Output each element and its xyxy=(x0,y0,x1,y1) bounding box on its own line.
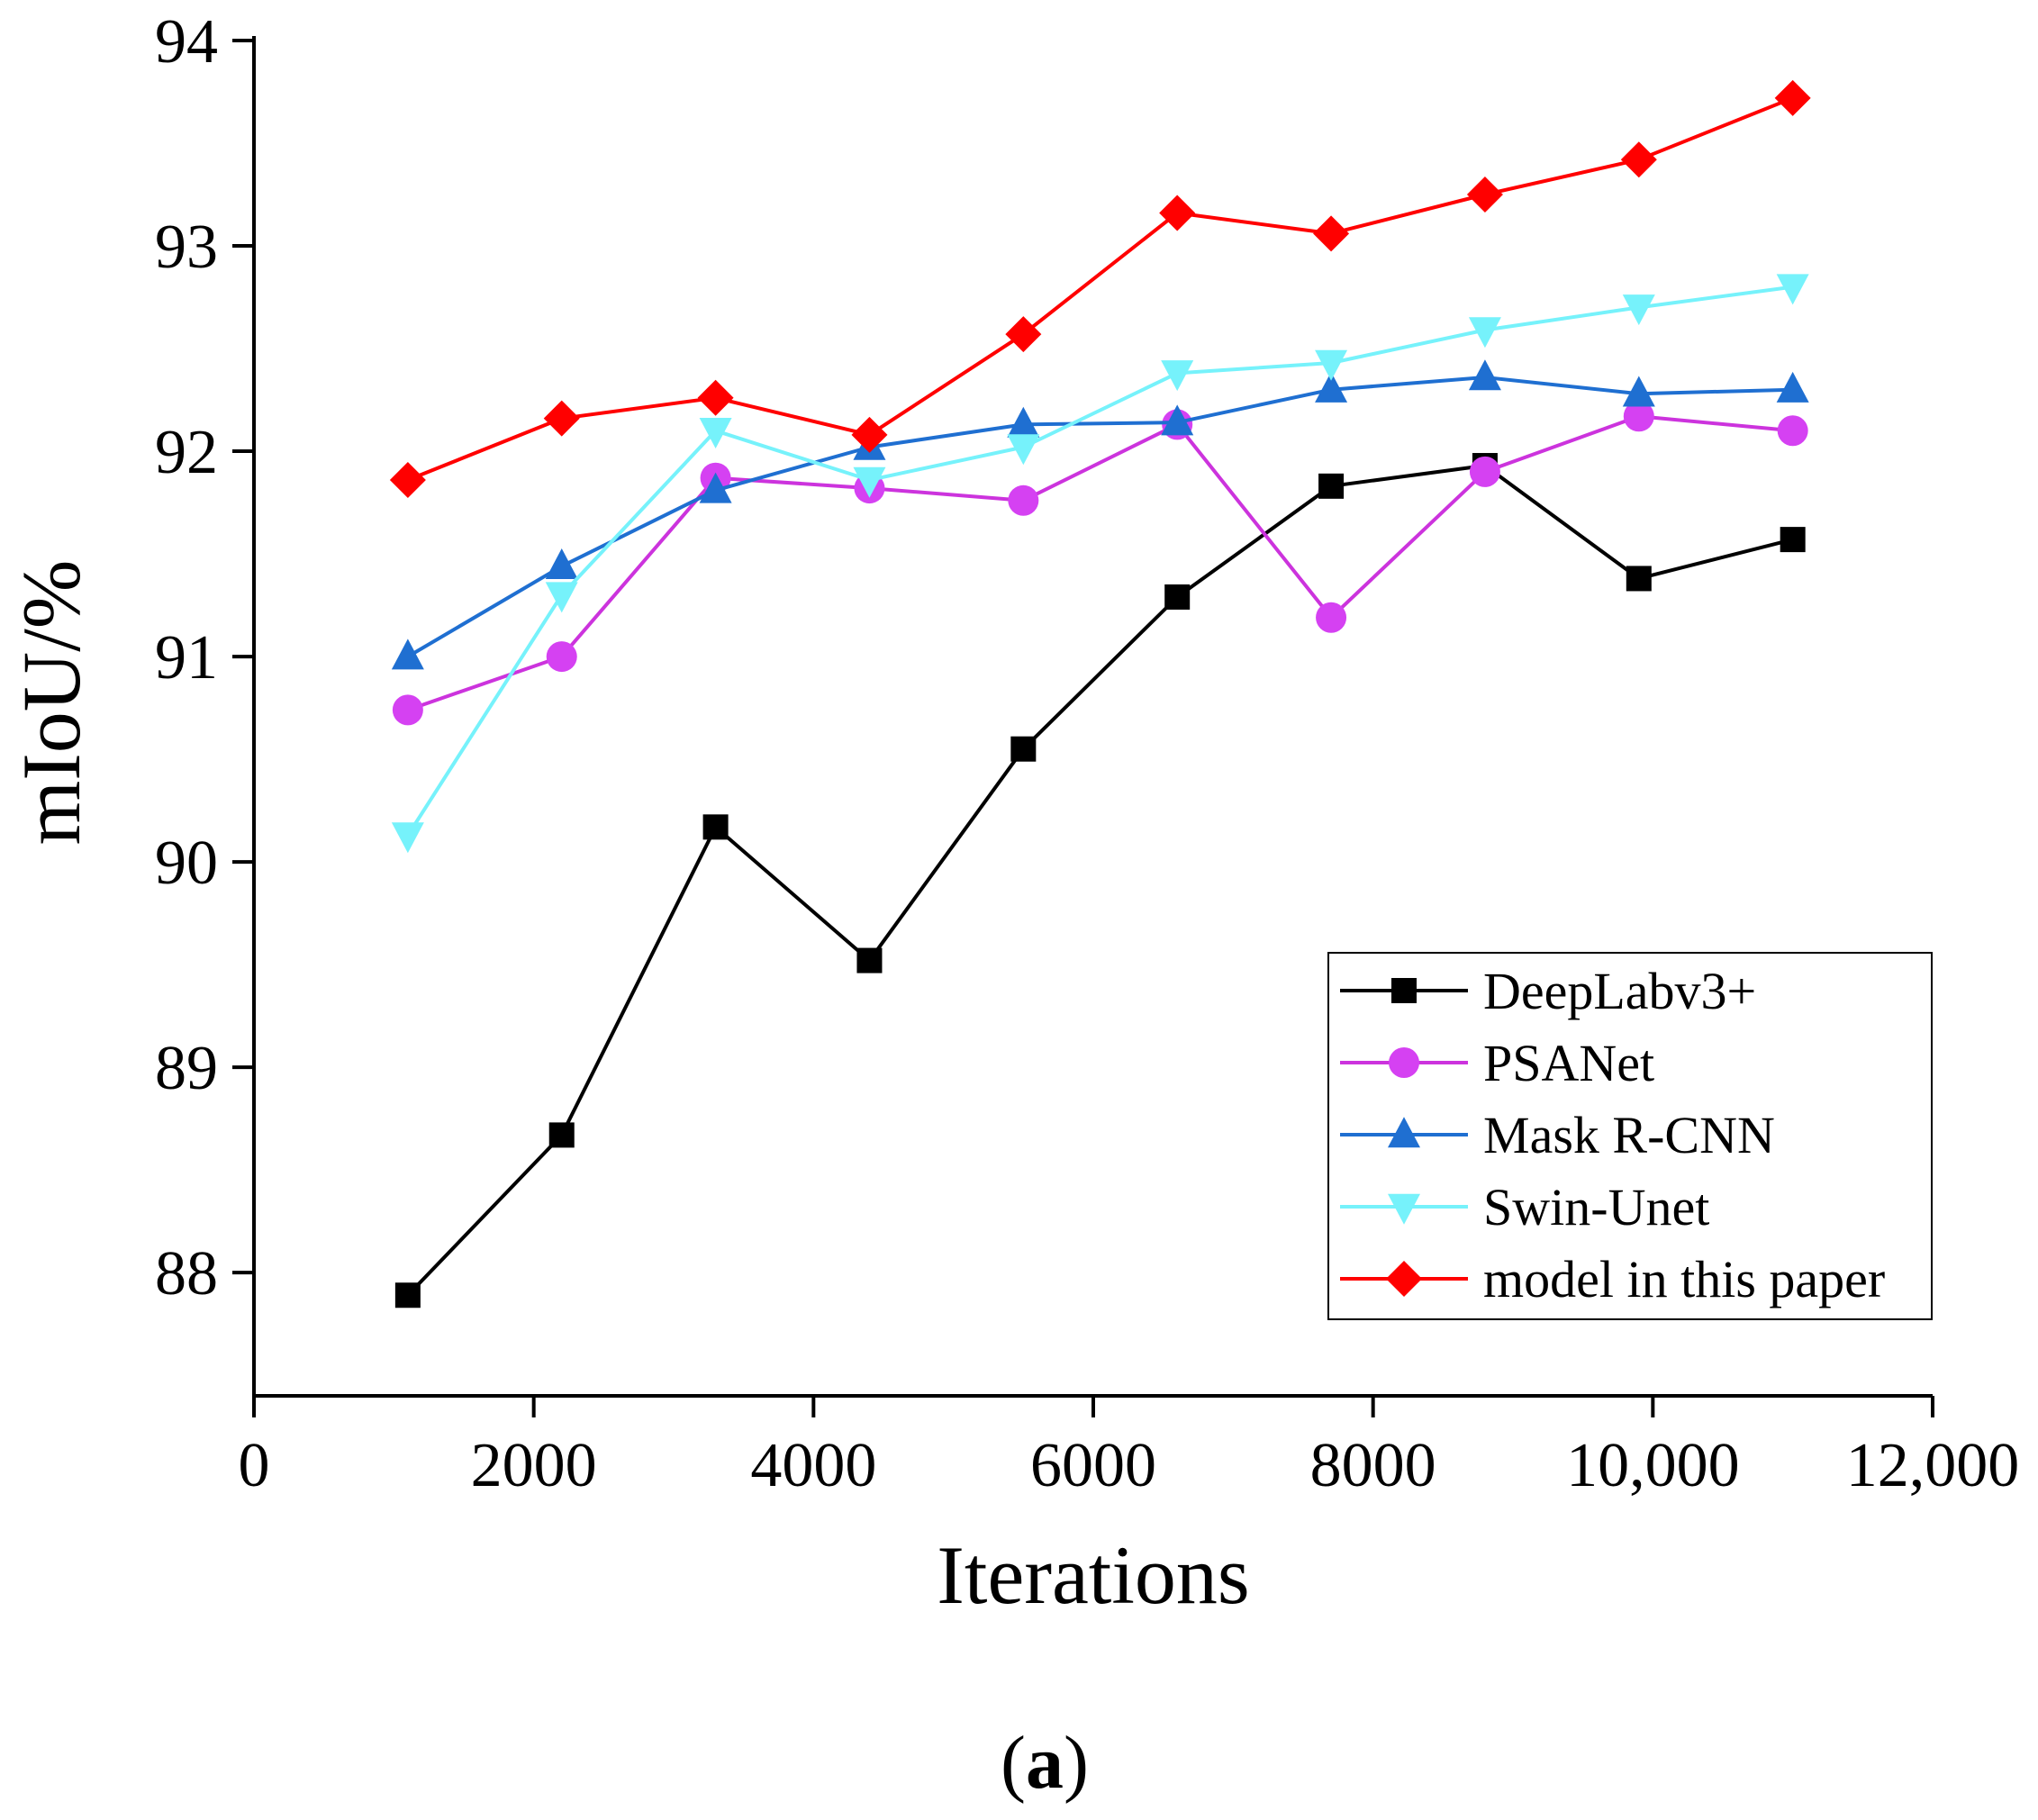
legend: DeepLabv3+ PSANet Mask R-CNN Swin-Unet model… xyxy=(1327,952,1933,1320)
legend-label-deeplabv3: DeepLabv3+ xyxy=(1483,962,1756,1020)
series-model-in-this-paper xyxy=(389,79,1811,498)
point-deeplabv3 xyxy=(1010,736,1037,762)
labels-layer: 88 89 90 91 92 93 94 0 2000 4000 6000 8000 10,000 12,… xyxy=(5,7,2019,1805)
point-mask-r-cnn xyxy=(1622,376,1655,407)
point-model-in-this-paper xyxy=(1005,316,1042,353)
y-tick-label: 94 xyxy=(155,7,218,77)
series-line-deeplabv3 xyxy=(406,464,1794,1297)
series-line-model-in-this-paper xyxy=(407,95,1794,482)
legend-label-psanet: PSANet xyxy=(1483,1034,1654,1092)
x-tick-label: 10,000 xyxy=(1566,1431,1740,1500)
legend-marker-model-in-this-paper xyxy=(1386,1261,1422,1297)
point-mask-r-cnn xyxy=(1161,404,1194,436)
panel-label-letter: a xyxy=(1026,1721,1064,1805)
y-tick-label: 88 xyxy=(155,1239,218,1308)
point-model-in-this-paper xyxy=(851,416,888,453)
series-psanet xyxy=(392,401,1808,726)
point-mask-r-cnn xyxy=(391,638,424,670)
point-deeplabv3 xyxy=(394,1282,421,1308)
panel-label-open: ( xyxy=(1001,1721,1026,1805)
point-deeplabv3 xyxy=(1780,527,1806,553)
point-swin-unet xyxy=(853,466,886,498)
point-deeplabv3 xyxy=(856,947,883,973)
series-line-psanet xyxy=(407,414,1793,712)
point-mask-r-cnn xyxy=(1315,371,1348,403)
point-mask-r-cnn xyxy=(545,548,578,580)
legend-label-swin-unet: Swin-Unet xyxy=(1483,1178,1709,1236)
point-model-in-this-paper xyxy=(1774,79,1811,116)
legend-label-mask-r-cnn: Mask R-CNN xyxy=(1483,1106,1775,1164)
point-psanet xyxy=(1316,602,1347,633)
axes-layer xyxy=(232,36,1934,1417)
point-psanet xyxy=(1008,484,1039,516)
point-deeplabv3 xyxy=(702,814,729,840)
panel-label-close: ) xyxy=(1064,1721,1089,1805)
point-model-in-this-paper xyxy=(543,400,580,437)
y-tick-label: 89 xyxy=(155,1034,218,1103)
point-swin-unet xyxy=(545,582,578,613)
x-tick-label: 6000 xyxy=(1030,1431,1156,1500)
legend-marker-deeplabv3 xyxy=(1391,978,1417,1003)
point-model-in-this-paper xyxy=(389,461,426,498)
point-psanet xyxy=(392,694,423,726)
legend-marker-mask-r-cnn xyxy=(1388,1117,1420,1148)
point-swin-unet xyxy=(699,417,732,448)
point-psanet xyxy=(1777,415,1808,447)
panel-label: (a) xyxy=(1001,1721,1089,1805)
point-model-in-this-paper xyxy=(697,379,734,416)
point-mask-r-cnn xyxy=(1007,406,1040,438)
point-model-in-this-paper xyxy=(1313,215,1350,252)
x-tick-label: 0 xyxy=(239,1431,270,1500)
point-deeplabv3 xyxy=(1626,566,1652,592)
series-layer xyxy=(389,79,1811,1308)
point-swin-unet xyxy=(1315,349,1348,381)
series-line-mask-r-cnn xyxy=(406,376,1793,658)
point-deeplabv3 xyxy=(548,1122,575,1148)
point-swin-unet xyxy=(1622,294,1655,326)
point-swin-unet xyxy=(1161,360,1194,392)
point-swin-unet xyxy=(391,822,424,854)
legend-marker-psanet xyxy=(1389,1047,1419,1078)
point-swin-unet xyxy=(1468,317,1501,349)
x-tick-label: 4000 xyxy=(750,1431,876,1500)
point-mask-r-cnn xyxy=(1468,359,1501,391)
y-tick-label: 93 xyxy=(155,213,218,282)
y-tick-label: 90 xyxy=(155,829,218,898)
point-deeplabv3 xyxy=(1318,473,1345,499)
x-tick-label: 2000 xyxy=(471,1431,597,1500)
x-tick-label: 12,000 xyxy=(1846,1431,2020,1500)
point-mask-r-cnn xyxy=(699,472,732,503)
series-line-swin-unet xyxy=(406,285,1793,837)
legend-marker-swin-unet xyxy=(1388,1193,1420,1225)
series-mask-r-cnn xyxy=(391,359,1809,670)
y-tick-label: 92 xyxy=(155,418,218,487)
y-tick-label: 91 xyxy=(155,623,218,693)
x-tick-label: 8000 xyxy=(1310,1431,1436,1500)
y-axis-title: mIoU/% xyxy=(5,560,97,846)
point-mask-r-cnn xyxy=(1776,371,1809,403)
point-psanet xyxy=(1623,401,1654,432)
point-model-in-this-paper xyxy=(1620,141,1657,178)
point-swin-unet xyxy=(1776,274,1809,305)
x-axis-title: Iterations xyxy=(937,1529,1249,1621)
point-model-in-this-paper xyxy=(1159,195,1196,231)
point-swin-unet xyxy=(1007,434,1040,466)
series-swin-unet xyxy=(391,274,1809,854)
point-psanet xyxy=(546,641,577,673)
point-deeplabv3 xyxy=(1164,584,1191,610)
legend-label-model-in-this-paper: model in this paper xyxy=(1483,1250,1885,1308)
point-model-in-this-paper xyxy=(1466,177,1503,213)
point-psanet xyxy=(1469,456,1500,487)
